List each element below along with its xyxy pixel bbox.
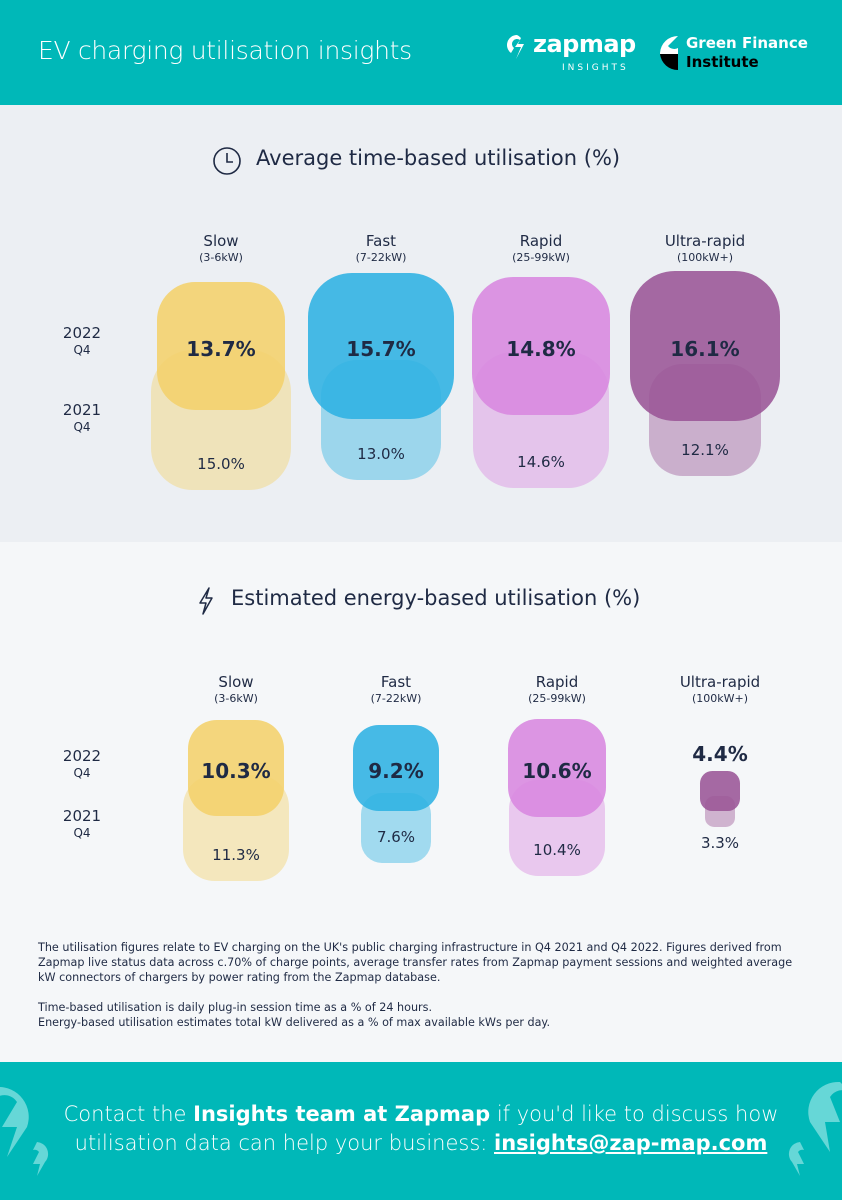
row-label: 2022 Q4: [52, 325, 112, 359]
category-label: Fast: [380, 673, 412, 691]
column-header: Fast (7-22kW): [316, 673, 476, 707]
row-label: 2022 Q4: [52, 748, 112, 782]
bar-2022-slow: [157, 282, 285, 410]
bar-2021-rapid: [473, 352, 609, 488]
row-quarter: Q4: [73, 766, 91, 780]
category-subtitle: (7-22kW): [355, 251, 407, 264]
footer: [0, 1062, 842, 1200]
category-subtitle: (100kW+): [676, 251, 734, 264]
value-label-2022: 16.1%: [670, 337, 740, 361]
section-title: Average time-based utilisation (%): [256, 146, 621, 170]
value-label-2022: 10.6%: [522, 759, 592, 783]
section-title: Estimated energy-based utilisation (%): [231, 586, 641, 610]
value-label-2021: 14.6%: [517, 452, 565, 471]
column-header: Fast (7-22kW): [301, 232, 461, 266]
decorative-bolt-icon: [0, 1087, 49, 1176]
bar-2021-rapid: [508, 779, 606, 877]
column-header: Rapid (25-99kW): [477, 673, 637, 707]
value-label-2021: 10.4%: [533, 841, 581, 860]
column-header: Ultra-rapid (100kW+): [640, 673, 800, 707]
column-header: Rapid (25-99kW): [461, 232, 621, 266]
row-label: 2021 Q4: [52, 402, 112, 436]
value-label-2022: 10.3%: [201, 759, 271, 783]
header: EV charging utilisation insights zapmap …: [0, 0, 842, 105]
bar-2021-fast: [360, 792, 432, 864]
bar-2022-ultra-rapid: [630, 271, 780, 421]
zapmap-wordmark: zapmap: [533, 30, 636, 58]
zapmap-logo: zapmap INSIGHTS: [506, 30, 636, 77]
green-finance-institute-logo: Green Finance Institute: [656, 34, 816, 76]
category-label: Ultra-rapid: [664, 232, 746, 250]
bar-2021-slow: [151, 350, 291, 490]
row-quarter: Q4: [73, 343, 91, 357]
note-methodology: The utilisation figures relate to EV cha…: [38, 941, 793, 984]
note-energy-based: Energy-based utilisation estimates total…: [38, 1016, 551, 1029]
bar-2022-slow: [188, 720, 284, 816]
row-quarter: Q4: [73, 826, 91, 840]
column-header: Slow (3-6kW): [156, 673, 316, 707]
value-label-2021: 11.3%: [212, 845, 260, 864]
contact-text-2: if you'd like to discuss how utilisation…: [74, 1102, 779, 1155]
category-subtitle: (100kW+): [691, 692, 749, 705]
row-year: 2021: [62, 401, 102, 419]
bar-2022-ultra-rapid: [699, 770, 741, 812]
footnotes: The utilisation figures relate to EV cha…: [38, 940, 808, 1030]
bar-2021-fast: [320, 359, 442, 481]
bar-2022-rapid: [472, 277, 610, 415]
bar-2021-slow: [183, 775, 289, 881]
email-link[interactable]: insights@zap-map.com: [494, 1131, 768, 1155]
category-label: Fast: [365, 232, 397, 250]
category-subtitle: (25-99kW): [528, 692, 586, 705]
value-label-2021: 7.6%: [376, 828, 416, 847]
value-label-2021: 3.3%: [700, 833, 740, 852]
category-label: Rapid: [535, 673, 579, 691]
row-year: 2022: [62, 747, 102, 765]
category-subtitle: (25-99kW): [512, 251, 570, 264]
value-label-2022: 15.7%: [346, 337, 416, 361]
bar-2021-ultra-rapid: [704, 796, 736, 827]
row-quarter: Q4: [73, 420, 91, 434]
zapmap-bolt-icon: [507, 35, 524, 59]
category-subtitle: (7-22kW): [370, 692, 422, 705]
category-label: Slow: [203, 232, 239, 250]
bar-2021-ultra-rapid: [648, 363, 762, 477]
bar-2022-rapid: [507, 718, 607, 818]
value-label-2022: 14.8%: [506, 337, 576, 361]
row-label: 2021 Q4: [52, 808, 112, 842]
row-year: 2022: [62, 324, 102, 342]
gfi-line1: Green Finance: [686, 34, 808, 52]
row-year: 2021: [62, 807, 102, 825]
contact-text-1: Contact the: [63, 1102, 194, 1126]
bar-2022-fast: [353, 725, 439, 811]
value-label-2022: 13.7%: [186, 337, 256, 361]
gfi-line2: Institute: [686, 53, 759, 71]
decorative-bolt-icon-right: [788, 1081, 842, 1176]
value-label-2022: 9.2%: [368, 759, 424, 783]
lightning-bolt-icon: [196, 586, 226, 616]
value-label-2022: 4.4%: [692, 741, 748, 766]
contact-message: Contact the Insights team at Zapmap if y…: [60, 1100, 782, 1158]
page-title: EV charging utilisation insights: [38, 36, 412, 65]
column-header: Slow (3-6kW): [141, 232, 301, 266]
value-label-2021: 13.0%: [357, 445, 405, 464]
note-time-based: Time-based utilisation is daily plug-in …: [38, 1001, 433, 1014]
category-label: Slow: [218, 673, 254, 691]
category-subtitle: (3-6kW): [199, 251, 243, 264]
value-label-2021: 12.1%: [681, 441, 729, 460]
contact-text-bold: Insights team at Zapmap: [193, 1102, 491, 1126]
category-label: Ultra-rapid: [679, 673, 761, 691]
zapmap-insights-label: INSIGHTS: [562, 63, 629, 73]
clock-icon: [212, 146, 242, 176]
category-label: Rapid: [519, 232, 563, 250]
bar-2022-fast: [307, 272, 454, 419]
column-header: Ultra-rapid (100kW+): [625, 232, 785, 266]
gfi-mark-icon: [660, 36, 678, 70]
category-subtitle: (3-6kW): [214, 692, 258, 705]
value-label-2021: 15.0%: [197, 454, 245, 473]
